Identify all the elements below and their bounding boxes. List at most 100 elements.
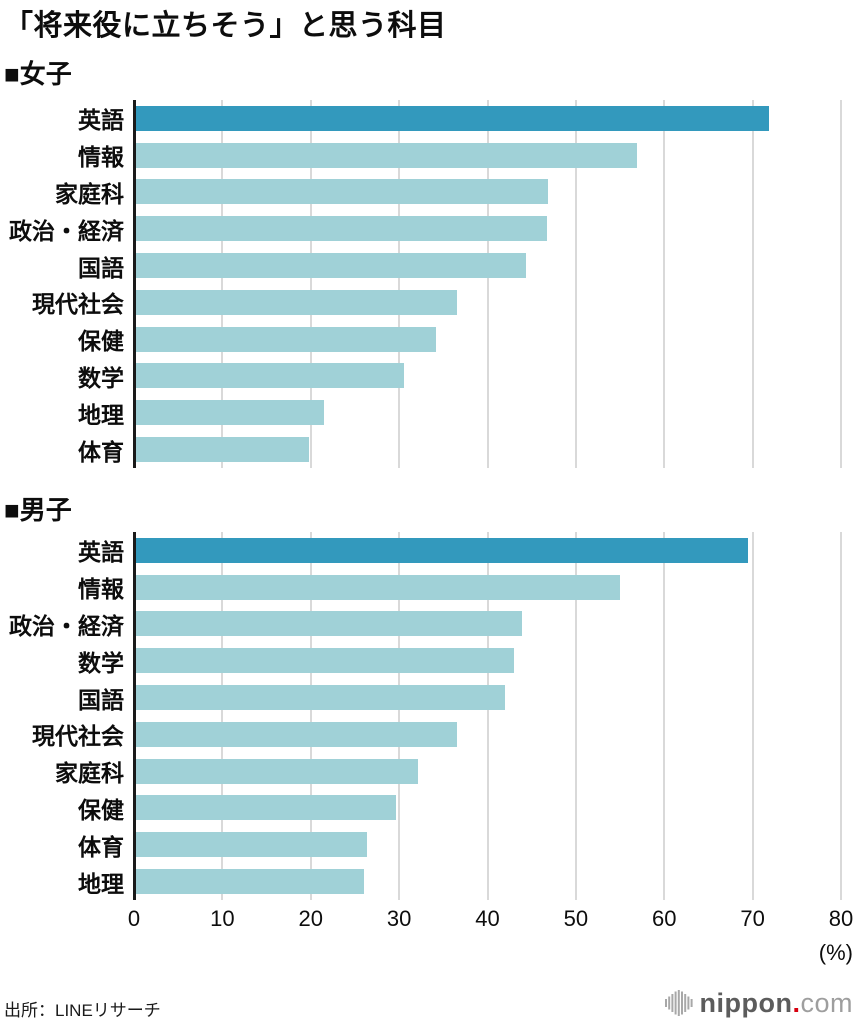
bar-row	[134, 716, 841, 753]
bar-value	[134, 253, 526, 279]
category-label: 地理	[78, 870, 124, 897]
bar-highlight	[134, 105, 769, 131]
plot-area-boys	[133, 532, 842, 900]
bar-row	[134, 210, 841, 247]
x-axis-tick-label: 10	[210, 906, 235, 931]
bar-value	[134, 326, 437, 352]
bar-value	[134, 795, 396, 821]
section-title-boys: ■男子	[4, 495, 72, 525]
bar-value	[134, 721, 458, 747]
bar-chart-girls: 英語 情報 家庭科 政治・経済 国語 現代社会 保健 数学 地理 体育	[0, 100, 861, 468]
bar-chart-boys: 英語 情報 政治・経済 数学 国語 現代社会 家庭科 保健 体育 地理	[0, 532, 861, 900]
category-label: 国語	[78, 254, 124, 281]
bar-row	[134, 679, 841, 716]
axis-unit-label: (%)	[818, 940, 853, 965]
bar-value	[134, 289, 458, 315]
category-label: 地理	[78, 401, 124, 428]
bar-row	[134, 321, 841, 358]
gridline	[751, 100, 754, 468]
category-label: 現代社会	[32, 291, 124, 318]
category-label: 保健	[78, 328, 124, 355]
gridline	[398, 100, 401, 468]
bar-row	[134, 431, 841, 468]
gridline	[663, 532, 666, 900]
gridline	[574, 100, 577, 468]
x-axis-tick-label: 50	[563, 906, 589, 931]
bar-value	[134, 869, 364, 895]
bar-value	[134, 179, 549, 205]
bar-row	[134, 642, 841, 679]
category-label: 家庭科	[55, 760, 124, 787]
bar-value	[134, 685, 506, 711]
bar-row	[134, 100, 841, 137]
bar-value	[134, 648, 514, 674]
category-labels-boys: 英語 情報 政治・経済 数学 国語 現代社会 家庭科 保健 体育 地理	[0, 532, 124, 900]
source-note: 出所：LINEリサーチ	[4, 1001, 161, 1020]
soundwave-bars-icon	[664, 990, 693, 1016]
x-axis-tick-label: 80	[828, 906, 854, 931]
bar-row	[134, 753, 841, 790]
bar-row	[134, 569, 841, 606]
y-axis-line	[133, 100, 136, 468]
category-label: 情報	[78, 576, 124, 603]
bar-value	[134, 437, 309, 463]
bar-row	[134, 137, 841, 174]
category-label: 保健	[78, 796, 124, 823]
bar-row	[134, 358, 841, 395]
bar-value	[134, 216, 547, 242]
category-label: 英語	[78, 539, 124, 566]
bar-row	[134, 790, 841, 827]
plot-area-girls	[133, 100, 842, 468]
bar-row	[134, 284, 841, 321]
y-axis-line	[133, 532, 136, 900]
gridline	[574, 532, 577, 900]
logo-red-dot: .	[792, 987, 801, 1018]
gridline	[751, 532, 754, 900]
gridline	[309, 100, 312, 468]
gridline	[398, 532, 401, 900]
bar-row	[134, 606, 841, 643]
gridline	[486, 100, 489, 468]
gridline	[309, 532, 312, 900]
gridline	[840, 532, 842, 900]
gridline	[221, 100, 224, 468]
bar-value	[134, 142, 637, 168]
x-axis-tick-label: 20	[298, 906, 323, 931]
section-title-girls: ■女子	[4, 59, 72, 89]
bar-row	[134, 394, 841, 431]
gridline	[840, 100, 842, 468]
bar-row	[134, 174, 841, 211]
category-label: 国語	[78, 686, 124, 713]
page-title: 「将来役に立ちそう」と思う科目	[4, 10, 447, 42]
logo-text-com: com	[800, 987, 853, 1018]
bar-row	[134, 247, 841, 284]
category-label: 数学	[78, 364, 124, 391]
bar-rows-boys	[134, 532, 841, 900]
logo-text-nippon: nippon	[699, 987, 793, 1018]
category-label: 数学	[78, 649, 124, 676]
x-axis-tick-label: 0	[127, 906, 141, 931]
bar-value	[134, 832, 368, 858]
bar-value	[134, 611, 522, 637]
category-label: 政治・経済	[9, 217, 124, 244]
bar-rows-girls	[134, 100, 841, 468]
bar-highlight	[134, 537, 749, 563]
category-label: 政治・経済	[9, 612, 124, 639]
category-label: 英語	[78, 107, 124, 134]
bar-value	[134, 574, 621, 600]
x-axis-tick-label: 30	[386, 906, 412, 931]
bar-value	[134, 363, 405, 389]
gridline	[221, 532, 224, 900]
category-label: 家庭科	[55, 180, 124, 207]
gridline	[663, 100, 666, 468]
x-axis-ticks: 0 10 20 30 40 50 60 70 80	[128, 906, 853, 934]
x-axis-tick-label: 60	[652, 906, 677, 931]
gridline	[486, 532, 489, 900]
category-labels-girls: 英語 情報 家庭科 政治・経済 国語 現代社会 保健 数学 地理 体育	[0, 100, 124, 468]
x-axis-tick-label: 40	[475, 906, 500, 931]
bar-row	[134, 532, 841, 569]
bar-value	[134, 400, 324, 426]
x-axis-tick-label: 70	[740, 906, 765, 931]
bar-value	[134, 758, 418, 784]
category-label: 現代社会	[32, 723, 124, 750]
